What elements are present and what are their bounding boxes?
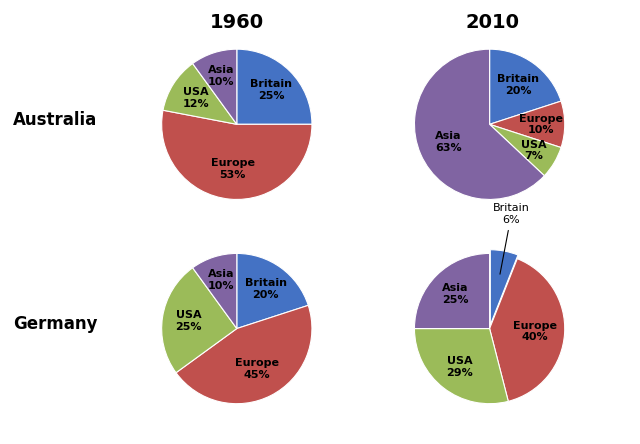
Text: USA
12%: USA 12% bbox=[182, 87, 209, 109]
Text: USA
25%: USA 25% bbox=[175, 310, 202, 332]
Text: Germany: Germany bbox=[13, 315, 97, 333]
Text: USA
7%: USA 7% bbox=[521, 139, 547, 161]
Text: Asia
25%: Asia 25% bbox=[442, 283, 468, 305]
Wedge shape bbox=[237, 49, 312, 124]
Text: Europe
10%: Europe 10% bbox=[518, 114, 563, 135]
Wedge shape bbox=[162, 110, 312, 199]
Wedge shape bbox=[176, 305, 312, 404]
Wedge shape bbox=[193, 49, 237, 124]
Text: Asia
10%: Asia 10% bbox=[208, 65, 234, 87]
Text: Australia: Australia bbox=[13, 111, 97, 129]
Text: Britain
25%: Britain 25% bbox=[250, 79, 292, 101]
Wedge shape bbox=[490, 259, 564, 401]
Text: 2010: 2010 bbox=[466, 13, 520, 32]
Text: Britain
20%: Britain 20% bbox=[244, 278, 287, 300]
Text: USA
29%: USA 29% bbox=[446, 357, 473, 378]
Wedge shape bbox=[162, 268, 237, 373]
Text: Asia
63%: Asia 63% bbox=[435, 131, 461, 153]
Text: 1960: 1960 bbox=[210, 13, 264, 32]
Wedge shape bbox=[163, 63, 237, 124]
Wedge shape bbox=[490, 49, 561, 124]
Wedge shape bbox=[237, 254, 308, 329]
Text: Europe
40%: Europe 40% bbox=[513, 321, 557, 342]
Wedge shape bbox=[490, 250, 518, 325]
Text: Britain
20%: Britain 20% bbox=[497, 74, 540, 95]
Text: Europe
45%: Europe 45% bbox=[236, 358, 279, 380]
Wedge shape bbox=[490, 101, 564, 147]
Text: Britain
6%: Britain 6% bbox=[493, 203, 530, 274]
Wedge shape bbox=[415, 49, 545, 199]
Text: Asia
10%: Asia 10% bbox=[208, 269, 234, 291]
Wedge shape bbox=[415, 254, 490, 329]
Wedge shape bbox=[415, 329, 508, 404]
Text: Europe
53%: Europe 53% bbox=[211, 159, 255, 180]
Wedge shape bbox=[490, 124, 561, 176]
Wedge shape bbox=[193, 254, 237, 329]
